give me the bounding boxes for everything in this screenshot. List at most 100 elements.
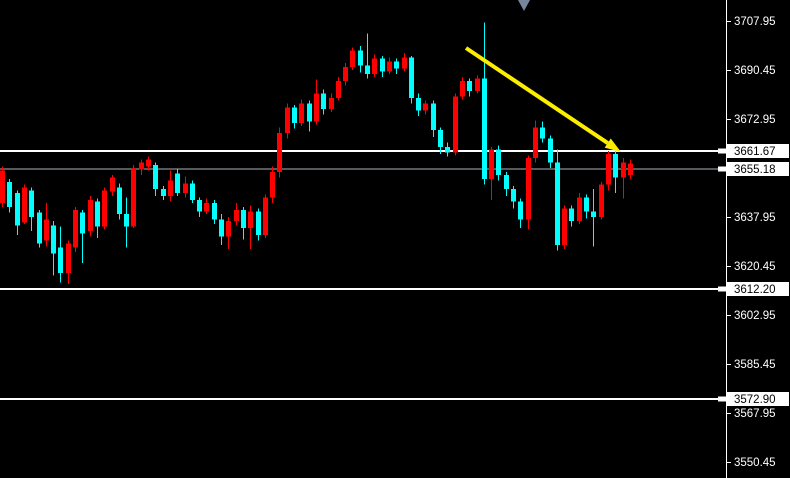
candle-body <box>628 163 633 175</box>
price-line-label-tab <box>718 148 726 154</box>
candle-body <box>533 127 538 159</box>
candle-body <box>270 172 275 198</box>
candle-body <box>409 57 414 98</box>
candle-body <box>285 107 290 133</box>
candle-body <box>365 65 370 75</box>
price-line-label-box <box>727 162 789 176</box>
candle-body <box>336 81 341 98</box>
candle-body <box>526 158 531 220</box>
candle-body <box>606 153 611 185</box>
candle-body <box>475 78 480 91</box>
candle-body <box>175 173 180 194</box>
candle-body <box>66 243 71 273</box>
candle-body <box>438 130 443 147</box>
candle-body <box>577 197 582 222</box>
candle-body <box>562 208 567 245</box>
candle-body <box>248 211 253 229</box>
candle-body <box>277 132 282 173</box>
candle-body <box>380 58 385 72</box>
candle-body <box>73 209 78 248</box>
price-line-label-tab <box>718 396 726 402</box>
candle-body <box>204 202 209 212</box>
trend-arrow-head[interactable] <box>604 138 621 152</box>
candle-body <box>321 93 326 110</box>
candle-body <box>548 138 553 163</box>
candle-body <box>263 197 268 236</box>
candle-body <box>329 97 334 110</box>
y-axis-tick-label: 3620.45 <box>734 261 776 273</box>
candle-body <box>445 146 450 153</box>
candle-body <box>124 214 129 227</box>
candle-body <box>0 170 5 203</box>
candle-body <box>168 180 173 196</box>
candle-body <box>139 162 144 170</box>
candle-body <box>190 183 195 201</box>
candle-body <box>540 127 545 139</box>
candle-body <box>584 197 589 212</box>
candle-body <box>110 177 115 192</box>
y-axis-tick-label: 3637.95 <box>734 212 776 224</box>
candle-body <box>343 67 348 82</box>
price-line-label-tab <box>718 166 726 172</box>
trend-arrow-line[interactable] <box>464 46 609 145</box>
price-line-label-text: 3661.67 <box>734 146 776 158</box>
candle-body <box>44 219 49 241</box>
candle-body <box>183 183 188 194</box>
candle-body <box>102 190 107 227</box>
price-line-label-box <box>727 144 789 158</box>
candle-body <box>613 153 618 178</box>
candle-body <box>511 188 516 202</box>
candle-body <box>153 165 158 189</box>
candle-body <box>482 78 487 180</box>
price-line-label-box <box>727 282 789 296</box>
candle-body <box>88 200 93 231</box>
candle-body <box>29 190 34 217</box>
candle-body <box>350 50 355 68</box>
candle-body <box>58 247 63 273</box>
candle-body <box>372 58 377 75</box>
candle-body <box>117 187 122 215</box>
candle-body <box>234 209 239 222</box>
candle-body <box>358 50 363 66</box>
candle-body <box>621 162 626 178</box>
candle-body <box>197 200 202 212</box>
candle-body <box>80 212 85 234</box>
candle-body <box>416 97 421 111</box>
candle-body <box>431 103 436 131</box>
candle-body <box>489 149 494 180</box>
candle-body <box>467 81 472 91</box>
candle-body <box>423 103 428 111</box>
candle-body <box>599 184 604 217</box>
price-line-label-tab <box>718 286 726 292</box>
candle-body <box>37 212 42 244</box>
chart-shift-marker-icon[interactable] <box>518 0 530 11</box>
candle-body <box>7 181 12 208</box>
y-axis-tick-label: 3690.45 <box>734 65 776 77</box>
y-axis-tick-label: 3567.95 <box>734 408 776 420</box>
candle-body <box>226 221 231 237</box>
candle-body <box>299 103 304 124</box>
candle-body <box>555 162 560 245</box>
candle-body <box>314 93 319 122</box>
candle-body <box>387 61 392 72</box>
candle-body <box>95 201 100 227</box>
candle-body <box>292 107 297 124</box>
candle-body <box>394 61 399 69</box>
price-line-label-text: 3612.20 <box>734 284 776 296</box>
price-line-label-text: 3655.18 <box>734 164 776 176</box>
y-axis-tick-label: 3602.95 <box>734 310 776 322</box>
candle-body <box>161 188 166 196</box>
y-axis-tick-label: 3585.45 <box>734 359 776 371</box>
candle-body <box>219 219 224 237</box>
candle-body <box>131 167 136 227</box>
candle-body <box>256 211 261 236</box>
candle-body <box>146 159 151 167</box>
price-line-label-box <box>727 392 789 406</box>
y-axis-tick-label: 3672.95 <box>734 114 776 126</box>
candle-body <box>591 211 596 217</box>
candle-body <box>518 201 523 220</box>
candle-body <box>569 208 574 222</box>
